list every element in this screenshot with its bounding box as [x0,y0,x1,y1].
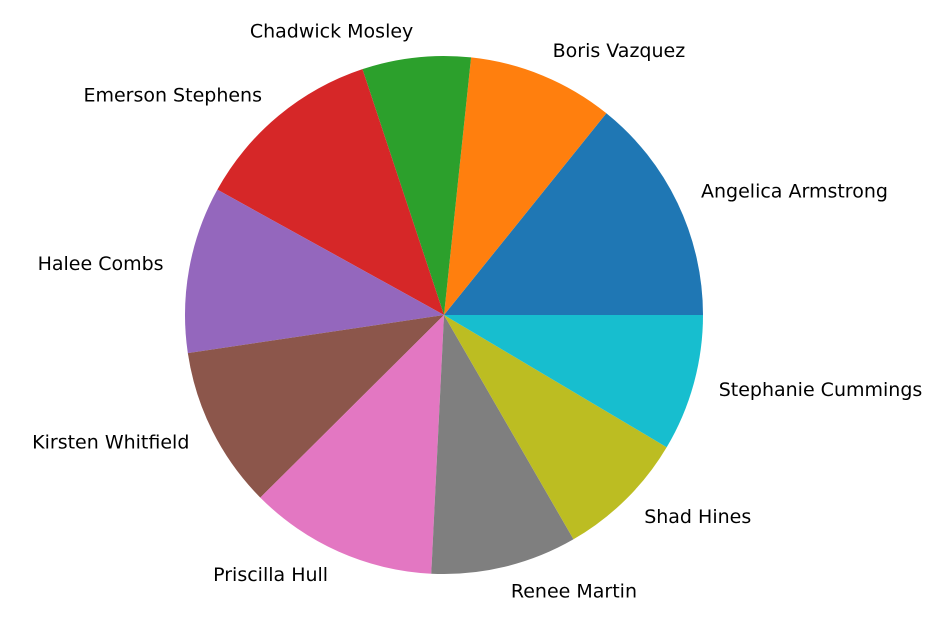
pie-label-renee-martin: Renee Martin [511,580,637,602]
pie-label-shad-hines: Shad Hines [644,506,751,528]
pie-label-priscilla-hull: Priscilla Hull [213,564,328,586]
pie-slice-chadwick-mosley [362,56,472,315]
pie-slice-stephanie-cummings [444,315,703,448]
pie-label-halee-combs: Halee Combs [38,253,164,275]
pie-slice-priscilla-hull [260,315,444,574]
pie-label-kirsten-whitfield: Kirsten Whitfield [32,431,189,453]
pie-slice-kirsten-whitfield [187,315,444,498]
pie-label-boris-vazquez: Boris Vazquez [553,40,686,62]
pie-slice-emerson-stephens [217,69,444,315]
pie-slice-shad-hines [444,315,667,540]
pie-slices [185,56,703,575]
pie-slice-angelica-armstrong [444,113,703,315]
pie-slice-halee-combs [185,189,444,354]
pie-label-angelica-armstrong: Angelica Armstrong [701,181,888,203]
pie-label-emerson-stephens: Emerson Stephens [83,84,262,106]
pie-label-chadwick-mosley: Chadwick Mosley [250,20,413,42]
pie-slice-renee-martin [431,315,574,575]
pie-labels: Angelica Armstrong Boris Vazquez Chadwick … [32,20,922,602]
pie-label-stephanie-cummings: Stephanie Cummings [719,379,923,401]
pie-slice-boris-vazquez [444,57,607,316]
